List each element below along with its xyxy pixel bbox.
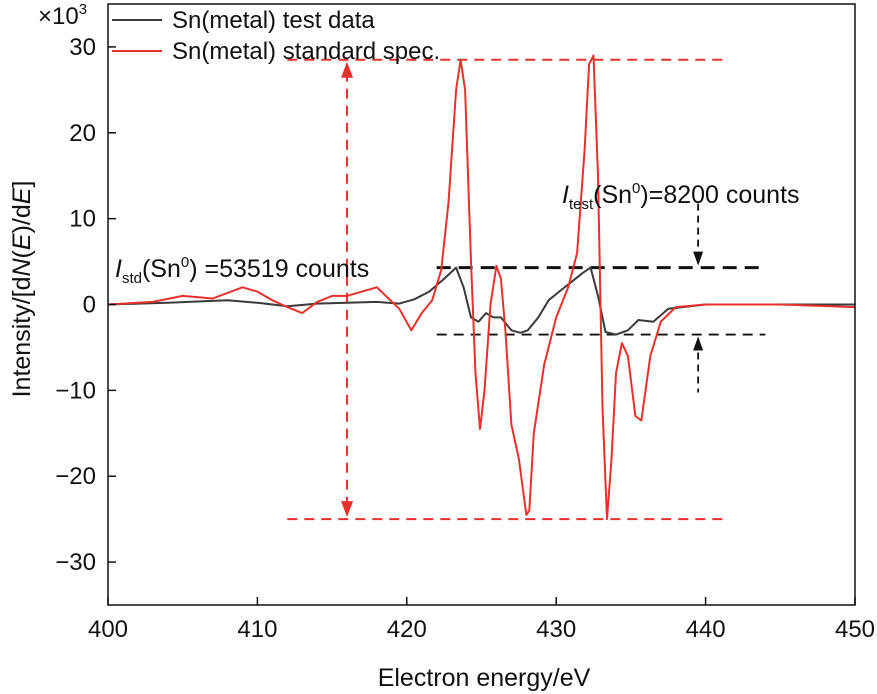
y-axis-title-part: E bbox=[8, 233, 36, 250]
y-tick-label: 0 bbox=[83, 292, 96, 319]
ticks-layer: 400 410 420 430 440 450 30 20 10 0 −10 −20 −30 bbox=[55, 34, 875, 643]
y-tick-label: 10 bbox=[69, 206, 96, 233]
legend-label-test: Sn(metal) test data bbox=[172, 7, 375, 34]
std-intensity-label: Istd(Sn0) =53519 counts bbox=[115, 254, 369, 287]
y-multiplier-exponent: 3 bbox=[79, 1, 87, 18]
y-multiplier: ×103 bbox=[38, 1, 87, 30]
y-axis-title: Intensity/[dN(E)/dE] bbox=[8, 181, 36, 398]
legend-label-standard: Sn(metal) standard spec. bbox=[172, 38, 440, 65]
y-tick-label: 30 bbox=[69, 34, 96, 61]
legend: Sn(metal) test data Sn(metal) standard s… bbox=[112, 7, 440, 65]
x-tick-label: 410 bbox=[237, 616, 277, 643]
std-arrowhead-down bbox=[341, 501, 354, 518]
series-line-test-data bbox=[107, 266, 855, 336]
series-layer bbox=[107, 54, 856, 521]
y-tick-label: −30 bbox=[55, 549, 96, 576]
test-arrowhead-down bbox=[693, 251, 704, 266]
x-tick-label: 430 bbox=[536, 616, 576, 643]
x-axis-title: Electron energy/eV bbox=[378, 664, 591, 692]
series-line-standard-spec bbox=[107, 54, 856, 521]
y-tick-label: −20 bbox=[55, 463, 96, 490]
y-axis-title-part: N bbox=[8, 258, 36, 277]
test-intensity-label: Itest(Sn0)=8200 counts bbox=[562, 180, 800, 213]
y-axis-title-part: E bbox=[8, 187, 36, 204]
x-tick-label: 400 bbox=[88, 616, 128, 643]
y-axis-title-part: ( bbox=[8, 249, 36, 258]
y-axis-title-part: )/d bbox=[8, 204, 36, 233]
y-axis-title-part: Intensity/[d bbox=[8, 277, 36, 398]
y-tick-label: −10 bbox=[55, 377, 96, 404]
x-tick-label: 450 bbox=[835, 616, 875, 643]
x-tick-label: 440 bbox=[686, 616, 726, 643]
test-arrowhead-up bbox=[693, 336, 704, 351]
y-tick-label: 20 bbox=[69, 120, 96, 147]
std-arrowhead-up bbox=[341, 61, 354, 78]
y-axis-title-part: ] bbox=[8, 181, 36, 188]
x-tick-label: 420 bbox=[387, 616, 427, 643]
annotation-layer bbox=[287, 58, 766, 521]
